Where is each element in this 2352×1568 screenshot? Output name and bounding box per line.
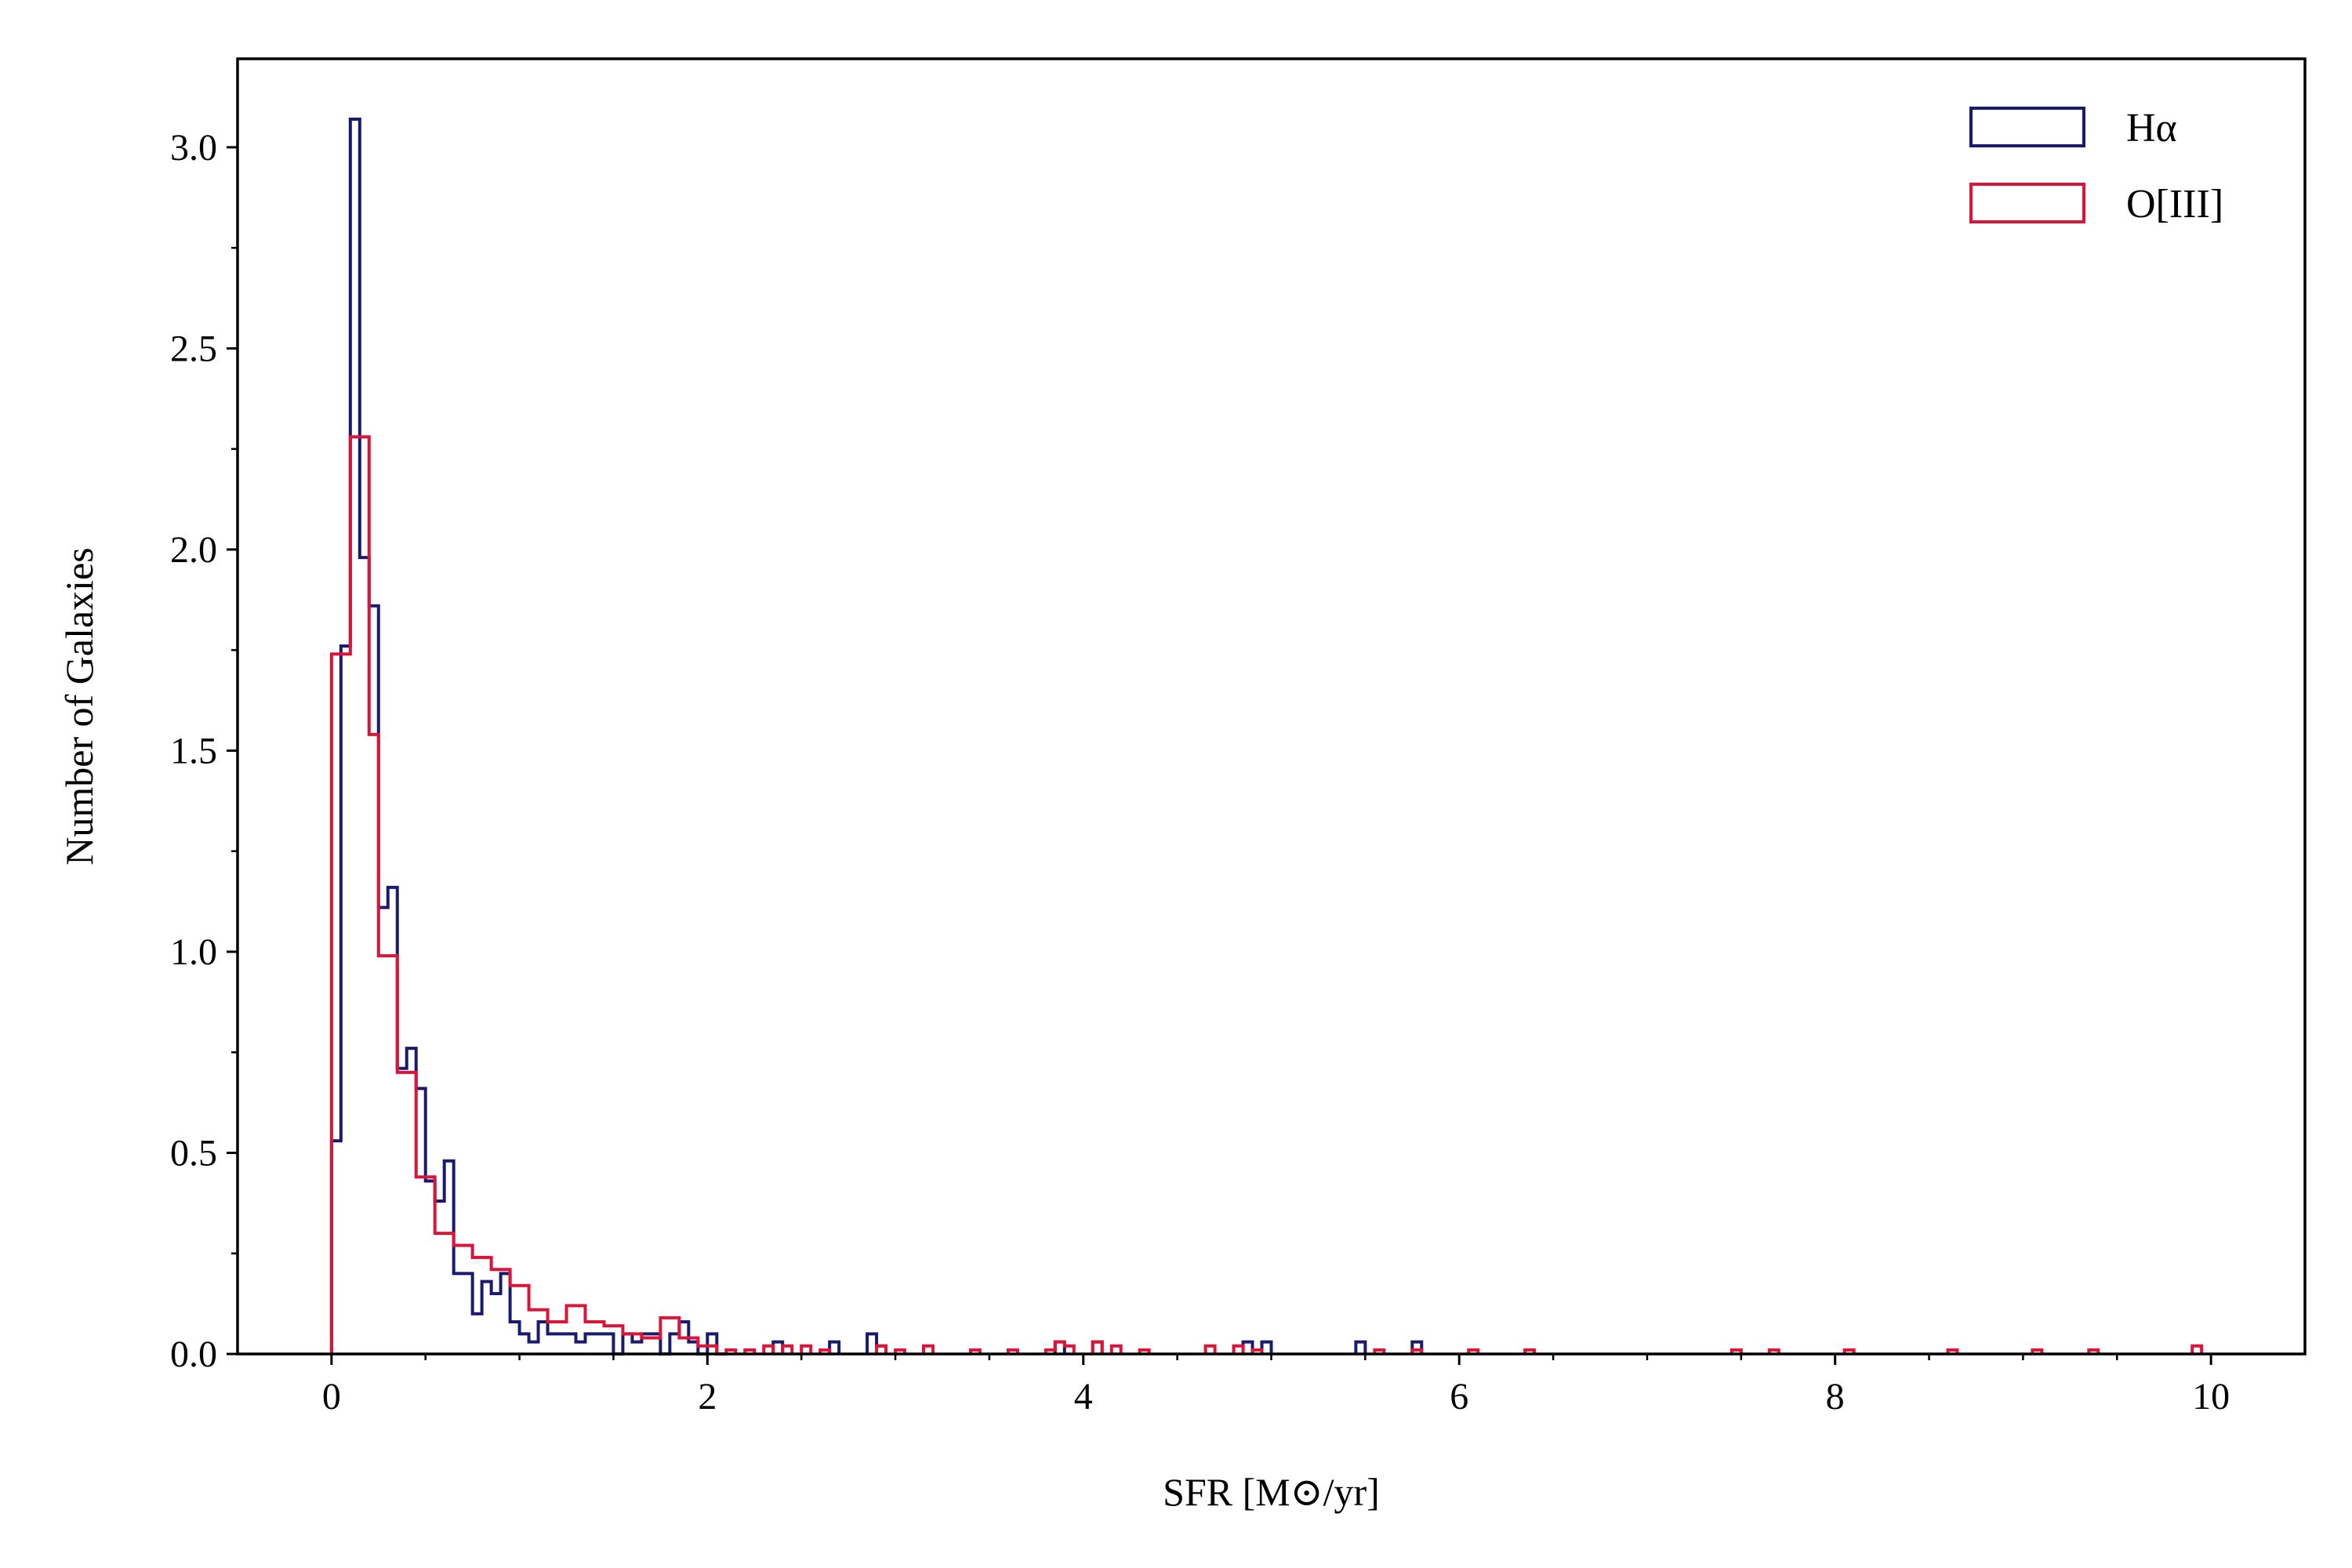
y-tick-label: 1.5 — [170, 730, 217, 771]
legend-swatch — [1969, 107, 2085, 147]
legend-item: O[III] — [1969, 182, 2223, 227]
y-tick-label: 2.0 — [170, 529, 217, 571]
y-axis-label: Number of Galaxies — [57, 547, 101, 865]
x-axis-label: SFR [M⊙/yr] — [1163, 1470, 1380, 1514]
ticks-layer: 0 2 4 6 8 10 0.0 0.5 1.0 1.5 2.0 2.5 3.0 — [170, 127, 2230, 1417]
x-tick-label: 6 — [1450, 1376, 1468, 1417]
histogram-step-line — [329, 435, 2204, 1354]
series-o-iii — [329, 435, 2204, 1354]
x-tick-label: 8 — [1826, 1376, 1845, 1417]
legend-label: O[III] — [2126, 182, 2223, 227]
x-tick-label: 4 — [1074, 1376, 1093, 1417]
y-tick-label: 0.5 — [170, 1132, 217, 1174]
x-tick-label: 2 — [698, 1376, 717, 1417]
x-tick-label: 0 — [322, 1376, 341, 1417]
y-tick-label: 1.0 — [170, 931, 217, 973]
plot-frame — [236, 57, 2307, 1356]
x-tick-label: 10 — [2192, 1376, 2230, 1417]
legend-label: Hα — [2126, 106, 2177, 151]
legend-swatch — [1969, 183, 2085, 223]
y-tick-label: 0.0 — [170, 1334, 217, 1375]
legend-item: Hα — [1969, 106, 2177, 151]
y-tick-label: 3.0 — [170, 127, 217, 169]
legend: Hα O[III] — [1969, 106, 2223, 227]
y-tick-label: 2.5 — [170, 328, 217, 369]
series-layer — [329, 117, 2204, 1356]
